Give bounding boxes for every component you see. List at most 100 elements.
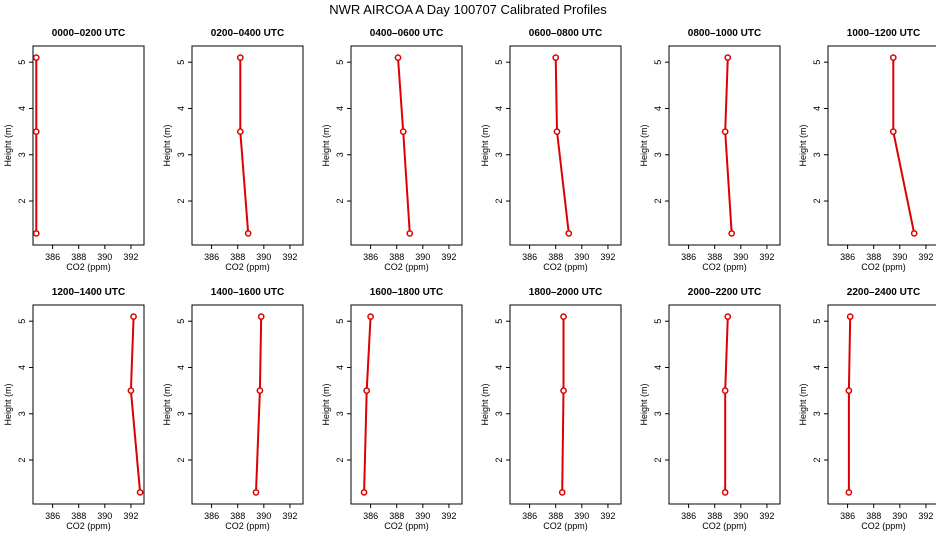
x-tick-label: 390 [733, 252, 748, 262]
panel-7: 1200–1400 UTC 386 388 390 392 2 3 4 5 CO2 (ppm) He… [3, 287, 145, 531]
y-tick-label: 2 [812, 458, 822, 463]
profile-line [554, 57, 570, 234]
x-tick-label: 392 [282, 252, 297, 262]
x-tick-label: 386 [681, 511, 696, 521]
y-tick-label: 2 [176, 458, 186, 463]
x-axis-label: CO2 (ppm) [384, 262, 429, 272]
x-tick-label: 386 [840, 511, 855, 521]
y-tick-label: 4 [17, 365, 27, 370]
y-tick-label: 5 [176, 60, 186, 65]
data-point [32, 54, 40, 61]
x-axis-label: CO2 (ppm) [702, 262, 747, 272]
x-tick-label: 392 [759, 511, 774, 521]
x-tick-label: 392 [918, 252, 933, 262]
y-tick-label: 2 [812, 199, 822, 204]
x-axis-label: CO2 (ppm) [66, 521, 111, 531]
x-tick-label: 386 [363, 511, 378, 521]
data-point [252, 489, 260, 496]
x-tick-label: 390 [574, 511, 589, 521]
panel-4: 0600–0800 UTC 386 388 390 392 2 3 4 5 CO2 (ppm) He… [480, 28, 622, 272]
data-point [721, 489, 729, 496]
data-point [32, 128, 40, 135]
y-tick-label: 3 [17, 411, 27, 416]
plot-frame [827, 45, 936, 246]
y-tick-label: 2 [653, 199, 663, 204]
data-point [406, 230, 414, 237]
x-tick-label: 388 [71, 252, 86, 262]
y-tick-label: 3 [812, 152, 822, 157]
y-axis-label: Height (m) [162, 383, 172, 425]
data-point [130, 313, 137, 320]
profile-line [129, 316, 142, 493]
y-tick-label: 3 [494, 411, 504, 416]
plot-frame [191, 304, 304, 505]
y-tick-label: 5 [17, 60, 27, 65]
x-tick-label: 390 [733, 511, 748, 521]
profile-line [239, 57, 250, 234]
x-tick-label: 386 [45, 252, 60, 262]
data-point [889, 128, 897, 135]
x-tick-label: 386 [522, 511, 537, 521]
data-point [127, 387, 135, 394]
data-point [360, 489, 368, 496]
x-axis-label: CO2 (ppm) [702, 521, 747, 531]
profile-line [724, 316, 729, 493]
data-point [256, 387, 264, 394]
data-point [889, 54, 897, 61]
y-tick-label: 5 [653, 319, 663, 324]
x-tick-label: 392 [600, 511, 615, 521]
data-point [721, 387, 729, 394]
panel-title: 0400–0600 UTC [370, 28, 443, 39]
y-tick-label: 3 [653, 152, 663, 157]
panel-3: 0400–0600 UTC 386 388 390 392 2 3 4 5 CO2 (ppm) He… [321, 28, 463, 272]
panel-title: 0200–0400 UTC [211, 28, 284, 39]
data-point [560, 387, 567, 394]
data-point [724, 313, 732, 320]
y-tick-label: 4 [17, 106, 27, 111]
y-tick-label: 2 [17, 199, 27, 204]
x-tick-label: 392 [600, 252, 615, 262]
plot-frame [350, 304, 463, 505]
y-tick-label: 2 [335, 199, 345, 204]
panel-12: 2200–2400 UTC 386 388 390 392 2 3 4 5 CO2 (ppm) He… [798, 287, 936, 531]
y-tick-label: 4 [653, 106, 663, 111]
y-tick-label: 4 [494, 365, 504, 370]
y-tick-label: 5 [812, 60, 822, 65]
panel-title: 0800–1000 UTC [688, 28, 761, 39]
x-tick-label: 392 [123, 511, 138, 521]
panel-8: 1400–1600 UTC 386 388 390 392 2 3 4 5 CO2 (ppm) He… [162, 287, 304, 531]
y-tick-label: 3 [335, 152, 345, 157]
y-axis-label: Height (m) [639, 383, 649, 425]
x-axis-label: CO2 (ppm) [384, 521, 429, 531]
y-tick-label: 5 [812, 319, 822, 324]
y-tick-label: 5 [335, 60, 345, 65]
panel-title: 1400–1600 UTC [211, 287, 284, 298]
panel-5: 0800–1000 UTC 386 388 390 392 2 3 4 5 CO2 (ppm) He… [639, 28, 781, 272]
figure-title: NWR AIRCOA A Day 100707 Calibrated Profi… [329, 2, 607, 17]
y-axis-label: Height (m) [162, 124, 172, 166]
data-point [553, 128, 561, 135]
x-axis-label: CO2 (ppm) [225, 521, 270, 531]
x-tick-label: 386 [522, 252, 537, 262]
x-axis-label: CO2 (ppm) [66, 262, 111, 272]
y-tick-label: 2 [176, 199, 186, 204]
x-tick-label: 392 [282, 511, 297, 521]
plot-frame [32, 45, 145, 246]
panel-11: 2000–2200 UTC 386 388 390 392 2 3 4 5 CO2 (ppm) He… [639, 287, 781, 531]
y-tick-label: 4 [335, 106, 345, 111]
x-tick-label: 390 [256, 252, 271, 262]
y-tick-label: 4 [812, 365, 822, 370]
y-axis-label: Height (m) [480, 124, 490, 166]
panel-title: 1200–1400 UTC [52, 287, 125, 298]
plot-frame [509, 45, 622, 246]
x-tick-label: 386 [681, 252, 696, 262]
y-axis-label: Height (m) [3, 124, 13, 166]
x-tick-label: 388 [866, 252, 881, 262]
panel-title: 1600–1800 UTC [370, 287, 443, 298]
panel-title: 2000–2200 UTC [688, 287, 761, 298]
panel-10: 1800–2000 UTC 386 388 390 392 2 3 4 5 CO2 (ppm) He… [480, 287, 622, 531]
x-tick-label: 390 [415, 511, 430, 521]
y-tick-label: 3 [335, 411, 345, 416]
data-point [910, 230, 918, 237]
